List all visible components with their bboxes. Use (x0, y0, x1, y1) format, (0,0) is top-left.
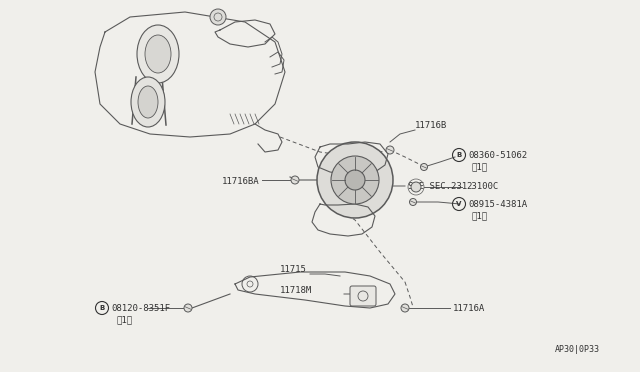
Circle shape (291, 176, 299, 184)
Circle shape (184, 304, 192, 312)
Circle shape (331, 156, 379, 204)
Circle shape (410, 199, 417, 205)
Text: 11715: 11715 (280, 265, 307, 274)
Text: 08120-8351F: 08120-8351F (111, 304, 170, 313)
Text: （1）: （1） (472, 162, 488, 171)
Text: （1）: （1） (116, 315, 132, 324)
Text: SEE SEC.231: SEE SEC.231 (408, 182, 467, 191)
Text: 11716B: 11716B (415, 121, 447, 130)
Text: B: B (99, 305, 104, 311)
Text: 08915-4381A: 08915-4381A (468, 200, 527, 209)
Text: 23100C: 23100C (466, 182, 499, 191)
Ellipse shape (131, 77, 165, 127)
Circle shape (401, 304, 409, 312)
Circle shape (317, 142, 393, 218)
Circle shape (345, 170, 365, 190)
Text: 08360-51062: 08360-51062 (468, 151, 527, 160)
Text: AP30|0P33: AP30|0P33 (555, 345, 600, 354)
Ellipse shape (145, 35, 171, 73)
Text: B: B (456, 152, 461, 158)
Ellipse shape (138, 86, 158, 118)
Text: V: V (456, 201, 461, 207)
Text: 11716BA: 11716BA (222, 177, 260, 186)
Circle shape (386, 146, 394, 154)
Text: 11718M: 11718M (280, 286, 312, 295)
Circle shape (411, 182, 421, 192)
Circle shape (420, 164, 428, 170)
Ellipse shape (137, 25, 179, 83)
FancyBboxPatch shape (350, 286, 376, 306)
Circle shape (210, 9, 226, 25)
Text: 11716A: 11716A (453, 304, 485, 313)
Text: （1）: （1） (472, 211, 488, 220)
